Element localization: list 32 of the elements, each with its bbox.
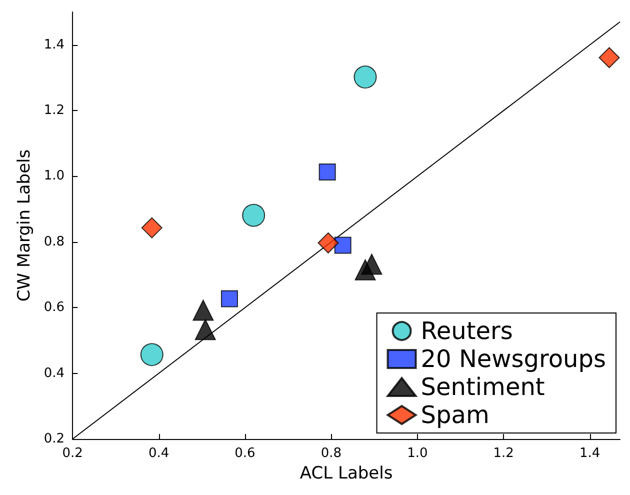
point — [192, 300, 214, 321]
point — [194, 319, 216, 340]
point — [140, 343, 164, 366]
x-tick-label: 0.4 — [148, 446, 170, 461]
x-tick-label: 0.6 — [234, 446, 256, 461]
y-tick-label: 1.2 — [44, 103, 65, 118]
legend-label: Spam — [420, 401, 490, 429]
point — [361, 254, 382, 275]
x-tick-label: 0.2 — [62, 446, 83, 461]
legend-label: Sentiment — [420, 373, 545, 401]
y-axis-title: CW Margin Labels — [14, 149, 34, 302]
point — [354, 66, 377, 89]
x-tick-label: 1.2 — [493, 446, 514, 461]
x-axis-title: ACL Labels — [300, 463, 393, 484]
y-tick-label: 0.2 — [44, 432, 65, 446]
x-tick-label: 1.0 — [407, 446, 428, 461]
y-tick-label: 1.0 — [44, 168, 65, 184]
x-tick-label: 1.4 — [579, 446, 600, 461]
y-tick-label: 0.8 — [44, 234, 65, 250]
y-tick-label: 0.4 — [44, 366, 65, 381]
point — [334, 236, 352, 254]
point — [318, 163, 336, 180]
point — [598, 47, 620, 68]
y-tick-label: 0.6 — [44, 300, 65, 316]
point — [318, 232, 339, 254]
point — [220, 290, 238, 308]
y-tick-label: 1.4 — [44, 37, 65, 52]
legend-label: Reuters — [420, 317, 513, 345]
point — [141, 217, 162, 238]
x-tick-label: 0.8 — [320, 446, 342, 461]
point — [242, 204, 266, 227]
legend-label: 20 Newsgroups — [420, 345, 606, 373]
